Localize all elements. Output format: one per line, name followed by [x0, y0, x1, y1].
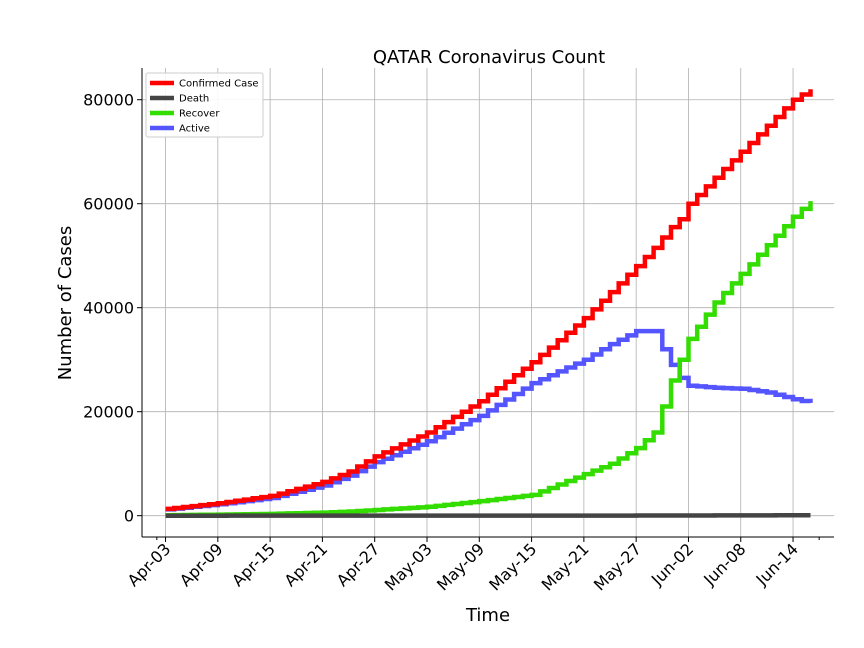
x-tick-label: Apr-03 [124, 539, 175, 590]
x-tick-label: Apr-21 [280, 539, 331, 590]
x-tick-label: May-03 [381, 539, 436, 594]
x-tick-label: Apr-15 [228, 539, 279, 590]
x-tick-label: Jun-02 [647, 539, 697, 589]
legend-label: Active [179, 124, 210, 135]
legend-box [145, 72, 264, 138]
x-axis-title: Time [465, 605, 510, 626]
x-ticks: Apr-03 Apr-09 Apr-15 Apr-21 Apr-27May-03May-… [124, 537, 820, 595]
y-axis-title: Number of Cases [55, 226, 76, 381]
x-tick-label: Jun-14 [752, 539, 802, 589]
x-tick-label: May-15 [485, 539, 540, 594]
y-tick-label: 20000 [83, 403, 134, 422]
y-tick-label: 60000 [83, 195, 134, 214]
legend-label: Confirmed Case [179, 79, 259, 90]
legend-items: Confirmed Case Death Recover Active [150, 79, 259, 135]
x-tick-label: Jun-08 [699, 539, 749, 589]
legend: Confirmed Case Death Recover Active [145, 72, 264, 138]
legend-label: Death [179, 94, 209, 105]
x-tick-label: May-21 [538, 539, 593, 594]
x-tick-label: Apr-09 [176, 539, 227, 590]
x-tick-label: Apr-27 [333, 539, 384, 590]
chart-title: QATAR Coronavirus Count [373, 47, 605, 68]
series-group [165, 89, 813, 518]
x-tick-label: May-27 [590, 539, 645, 594]
y-ticks: 0 20000 40000 60000 80000 [83, 91, 142, 526]
x-tick-label: May-09 [433, 539, 488, 594]
y-tick-label: 80000 [83, 91, 134, 110]
grid [142, 68, 834, 537]
series-line-active [165, 328, 813, 512]
y-tick-label: 0 [124, 507, 134, 526]
y-tick-label: 40000 [83, 299, 134, 318]
legend-label: Recover [179, 109, 220, 120]
series-line-confirmed-case [165, 89, 813, 512]
series-line-recover [165, 201, 813, 518]
